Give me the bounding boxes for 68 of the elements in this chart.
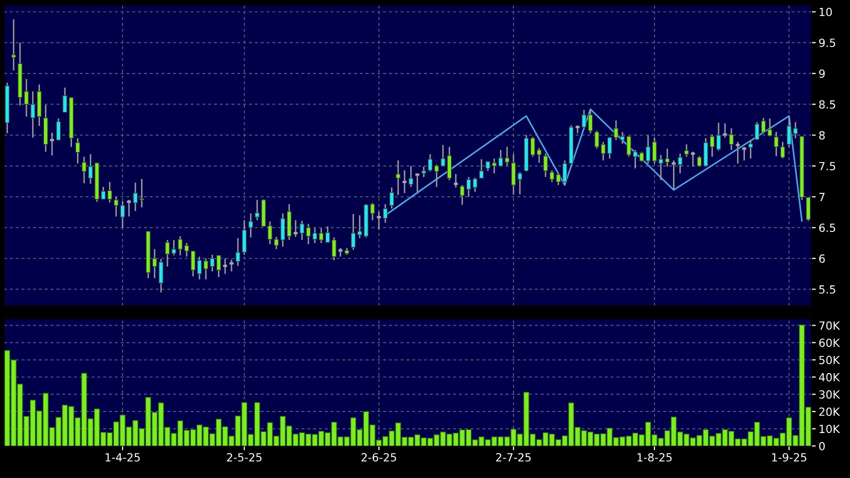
candlestick (280, 212, 286, 248)
y-tick-label: 50K (819, 356, 840, 364)
y-tick-label: 8 (819, 131, 825, 140)
candlestick (492, 158, 497, 174)
candlestick (62, 86, 68, 113)
y-tick-label: 6 (819, 254, 825, 263)
x-tick-label: 1-8-25 (638, 453, 672, 462)
y-tick-label: 6.5 (819, 224, 836, 232)
y-tick-label: 7.5 (819, 162, 836, 170)
x-tick-label: 2-5-25 (226, 453, 262, 462)
candlestick (11, 18, 16, 72)
y-tick-label: 10 (820, 8, 832, 16)
y-tick-label: 0 (819, 442, 825, 450)
y-tick-label: 30K (819, 390, 840, 399)
candlestick (408, 165, 414, 188)
candlestick (806, 196, 811, 222)
candlestick (729, 128, 734, 151)
candlestick (357, 214, 362, 239)
candlestick (594, 130, 600, 150)
y-tick-label: 40K (818, 373, 840, 382)
x-tick-label: 1-9-25 (772, 453, 806, 462)
y-tick-label: 9.5 (819, 38, 836, 48)
candlestick (774, 131, 779, 157)
candlestick (428, 154, 433, 172)
candlestick (632, 149, 638, 170)
candlestick (562, 160, 568, 186)
candlestick (543, 152, 548, 178)
candlestick (75, 138, 80, 164)
y-tick-label: 5.5 (819, 285, 836, 294)
candlestick (178, 236, 183, 256)
candlestick (600, 141, 606, 162)
candlestick (236, 237, 240, 267)
y-tick-label: 7 (819, 192, 825, 202)
candlestick (748, 139, 753, 160)
candlestick (460, 184, 465, 206)
candlestick (210, 254, 215, 272)
candlestick (107, 181, 112, 204)
candlestick (536, 147, 542, 164)
y-tick-label: 70K (819, 321, 840, 330)
y-tick-label: 9 (819, 69, 825, 78)
candlestick (530, 136, 536, 158)
candlestick (664, 148, 670, 168)
y-tick-label: 20K (819, 407, 840, 416)
candlestick (312, 228, 318, 244)
candlestick (703, 138, 708, 168)
y-tick-label: 60K (819, 338, 840, 347)
candlestick (216, 254, 222, 278)
candlestick (780, 141, 785, 160)
candlestick (350, 213, 356, 251)
y-tick-label: 10K (820, 424, 840, 434)
candlestick (242, 220, 247, 256)
candlestick (133, 182, 138, 212)
candlestick (318, 228, 324, 244)
candlestick (382, 203, 388, 224)
candlestick (389, 186, 394, 210)
candlestick (248, 212, 254, 238)
x-tick-label: 1-4-25 (106, 453, 140, 462)
candlestick (486, 160, 490, 172)
candlestick (421, 166, 426, 178)
candlestick (479, 158, 484, 179)
candlestick (396, 160, 400, 196)
x-tick-label: 2-7-25 (496, 453, 531, 462)
candlestick (678, 152, 682, 174)
x-tick-label: 2-6-25 (362, 453, 396, 462)
line-series (384, 108, 803, 222)
y-tick-label: 8.5 (819, 100, 836, 109)
candlestick (56, 118, 61, 141)
candlestick (684, 144, 689, 158)
